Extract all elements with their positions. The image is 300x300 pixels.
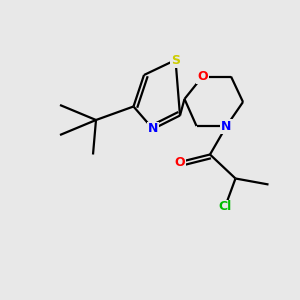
Text: O: O [175,155,185,169]
Text: Cl: Cl [218,200,232,214]
Text: O: O [197,70,208,83]
Text: S: S [171,53,180,67]
Text: N: N [221,119,232,133]
Text: N: N [148,122,158,136]
